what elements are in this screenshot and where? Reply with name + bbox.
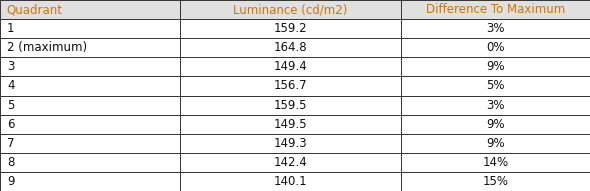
Bar xyxy=(180,172,401,191)
Text: 5%: 5% xyxy=(486,79,505,92)
Bar xyxy=(180,96,401,115)
Text: 3%: 3% xyxy=(486,99,505,112)
Text: 4: 4 xyxy=(7,79,15,92)
Bar xyxy=(180,153,401,172)
Bar xyxy=(0,38,180,57)
Bar xyxy=(401,76,590,96)
Bar xyxy=(0,0,180,19)
Text: Difference To Maximum: Difference To Maximum xyxy=(426,3,565,16)
Bar xyxy=(180,19,401,38)
Text: 3%: 3% xyxy=(486,22,505,35)
Bar xyxy=(0,96,180,115)
Text: 142.4: 142.4 xyxy=(274,156,307,169)
Bar xyxy=(401,115,590,134)
Text: 9%: 9% xyxy=(486,118,505,131)
Bar xyxy=(0,76,180,96)
Bar xyxy=(401,19,590,38)
Bar xyxy=(180,134,401,153)
Text: 149.5: 149.5 xyxy=(274,118,307,131)
Bar xyxy=(0,153,180,172)
Text: 149.3: 149.3 xyxy=(274,137,307,150)
Bar xyxy=(401,57,590,76)
Bar xyxy=(401,134,590,153)
Text: 5: 5 xyxy=(7,99,14,112)
Bar xyxy=(180,38,401,57)
Text: 149.4: 149.4 xyxy=(274,60,307,73)
Bar xyxy=(0,134,180,153)
Text: 9%: 9% xyxy=(486,137,505,150)
Text: 6: 6 xyxy=(7,118,15,131)
Bar xyxy=(0,19,180,38)
Text: 164.8: 164.8 xyxy=(274,41,307,54)
Text: 140.1: 140.1 xyxy=(274,175,307,188)
Text: 3: 3 xyxy=(7,60,14,73)
Text: 8: 8 xyxy=(7,156,14,169)
Text: 15%: 15% xyxy=(483,175,509,188)
Bar xyxy=(401,96,590,115)
Text: Quadrant: Quadrant xyxy=(6,3,62,16)
Text: Luminance (cd/m2): Luminance (cd/m2) xyxy=(234,3,348,16)
Bar xyxy=(401,153,590,172)
Bar xyxy=(401,0,590,19)
Text: 156.7: 156.7 xyxy=(274,79,307,92)
Bar xyxy=(0,172,180,191)
Bar xyxy=(401,38,590,57)
Text: 1: 1 xyxy=(7,22,15,35)
Bar xyxy=(401,172,590,191)
Text: 2 (maximum): 2 (maximum) xyxy=(7,41,87,54)
Text: 159.2: 159.2 xyxy=(274,22,307,35)
Bar xyxy=(180,115,401,134)
Bar xyxy=(0,115,180,134)
Text: 159.5: 159.5 xyxy=(274,99,307,112)
Bar xyxy=(180,57,401,76)
Text: 7: 7 xyxy=(7,137,15,150)
Bar xyxy=(180,76,401,96)
Text: 0%: 0% xyxy=(486,41,505,54)
Bar xyxy=(0,57,180,76)
Text: 14%: 14% xyxy=(483,156,509,169)
Text: 9%: 9% xyxy=(486,60,505,73)
Bar xyxy=(180,0,401,19)
Text: 9: 9 xyxy=(7,175,15,188)
